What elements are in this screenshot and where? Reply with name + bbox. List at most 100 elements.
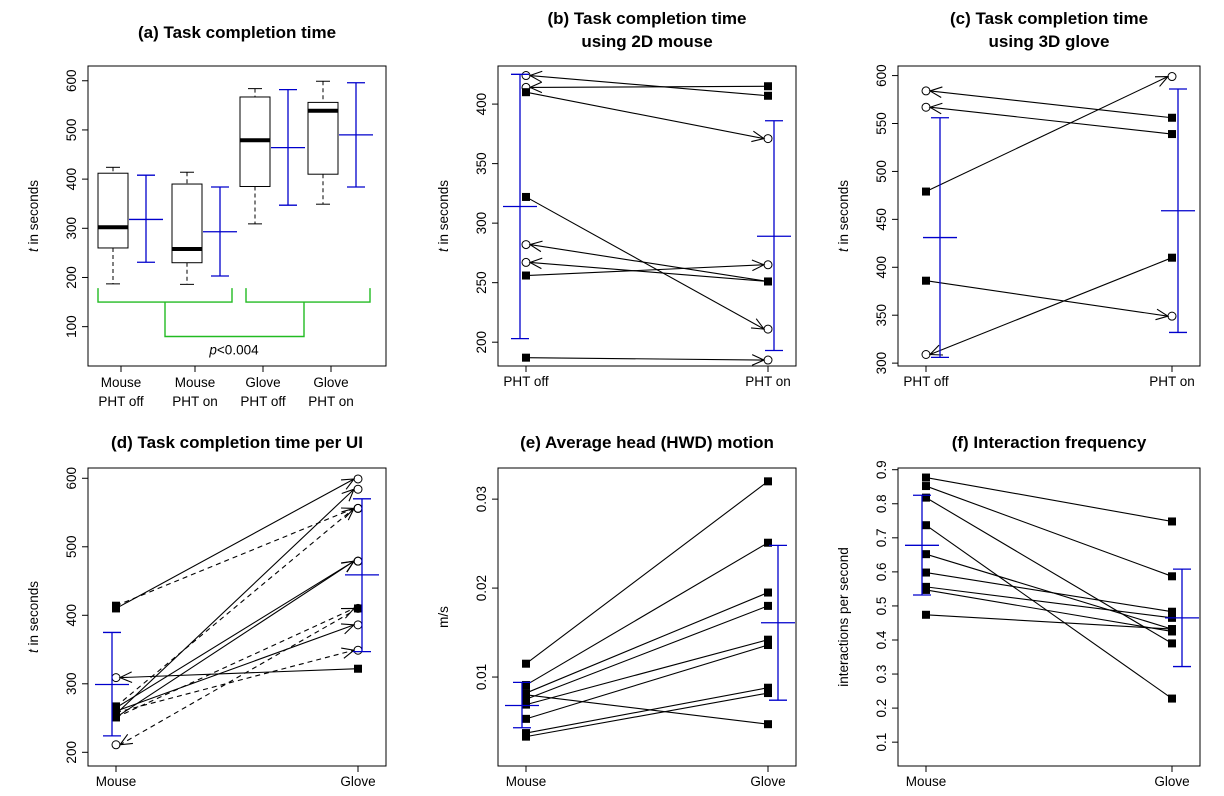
arrow-head [341, 488, 355, 502]
point-square [522, 732, 530, 741]
paired-line [112, 503, 363, 711]
mean-sd [905, 494, 939, 596]
paired-line [522, 192, 773, 334]
pair-line [115, 560, 355, 709]
y-tick-label: 0.1 [874, 733, 889, 752]
x-tick-label: Glove [1154, 774, 1189, 789]
y-axis-label: t in seconds [436, 180, 451, 252]
chart-a: (a) Task completion time 100 200 300 400 500 6… [26, 23, 387, 409]
point-square [764, 601, 772, 610]
pair-line [925, 524, 1173, 700]
point-circle [921, 86, 931, 96]
bracket-join [164, 302, 305, 338]
x-tick-label: PHT on [308, 394, 354, 409]
x-tick-label: Mouse [175, 375, 216, 390]
pair-line [119, 668, 359, 679]
arrow-head [751, 259, 766, 272]
box-iqr [307, 101, 339, 175]
plot-frame [897, 65, 1201, 367]
pair-line [525, 687, 769, 734]
paired-line [921, 86, 1176, 122]
y-tick-label: 550 [874, 112, 889, 135]
p-threshold: <0.004 [217, 342, 259, 357]
pair-line [525, 639, 769, 706]
pair-line [925, 589, 1173, 633]
pair-line [529, 85, 769, 88]
pair-line [525, 480, 769, 665]
significance-bracket: p<0.004 [97, 288, 371, 357]
point-square [1168, 517, 1176, 526]
y-tick-label: 0.5 [874, 597, 889, 616]
chart-d: (d) Task completion time per UI 200 300 400… [26, 433, 387, 789]
arrow-head [528, 70, 543, 83]
y-axis-label-text: interactions per second [836, 547, 851, 687]
mean-sd [503, 73, 537, 340]
paired-line [922, 276, 1177, 321]
chart-title: (d) Task completion time per UI [111, 433, 363, 452]
paired-line [922, 568, 1176, 616]
boxplot [97, 166, 129, 285]
point-square [522, 192, 530, 201]
plot-frame [497, 65, 797, 367]
pair-line [525, 542, 769, 686]
paired-line [921, 253, 1176, 359]
pair-line [525, 357, 765, 361]
paired-line [111, 604, 362, 750]
point-square [764, 477, 772, 486]
point-circle [353, 484, 363, 494]
plot-frame [87, 467, 387, 767]
paired-line [922, 493, 1176, 648]
chart-title: (e) Average head (HWD) motion [520, 433, 774, 452]
y-tick-label: 200 [474, 331, 489, 354]
y-axis-label-text: in seconds [26, 581, 41, 650]
box-iqr [97, 172, 129, 249]
mean-sd [757, 120, 791, 352]
x-tick-label: PHT off [503, 374, 549, 389]
pair-line [925, 586, 1173, 619]
arrow-head [928, 86, 943, 98]
point-circle [763, 324, 773, 334]
y-axis-label: t in seconds [26, 180, 41, 252]
y-tick-label: 0.3 [874, 665, 889, 684]
paired-line [522, 538, 772, 690]
paired-line [522, 88, 773, 144]
paired-line [112, 503, 363, 610]
chart-b: (b) Task completion time using 2D mouse 20… [436, 9, 797, 389]
point-circle [111, 740, 121, 750]
pair-line [115, 478, 355, 609]
x-tick-label: PHT off [98, 394, 144, 409]
point-square [922, 493, 930, 502]
arrow-head [528, 257, 543, 270]
boxplot [307, 80, 339, 205]
mean-sd [1165, 568, 1199, 668]
point-circle [1167, 311, 1177, 321]
point-square [922, 585, 930, 594]
paired-line [522, 588, 772, 698]
chart-title: (f) Interaction frequency [952, 433, 1147, 452]
point-circle [521, 71, 531, 81]
y-axis: 200 250 300 350 400 [474, 93, 498, 354]
chart-c: (c) Task completion time using 3D glove 30… [836, 9, 1201, 389]
y-tick-label: 400 [474, 93, 489, 116]
paired-line [922, 610, 1176, 634]
point-square [764, 689, 772, 698]
y-tick-label: 400 [64, 168, 79, 191]
point-square [764, 538, 772, 547]
x-tick-label: Glove [245, 375, 280, 390]
point-square [522, 690, 530, 699]
y-tick-label: 300 [874, 352, 889, 375]
mean-sd [345, 498, 379, 653]
y-axis-label-var: t [836, 247, 851, 252]
y-tick-label: 0.03 [474, 486, 489, 512]
paired-line [522, 353, 773, 366]
y-axis-label-text: m/s [436, 606, 451, 628]
y-tick-label: 0.02 [474, 575, 489, 601]
point-circle [921, 349, 931, 359]
paired-line [921, 102, 1176, 139]
y-tick-label: 0.01 [474, 664, 489, 690]
bracket-glove [245, 288, 371, 303]
point-circle [353, 556, 363, 566]
pair-line [925, 497, 1173, 644]
point-square [522, 659, 530, 668]
y-axis-label: m/s [436, 606, 451, 628]
